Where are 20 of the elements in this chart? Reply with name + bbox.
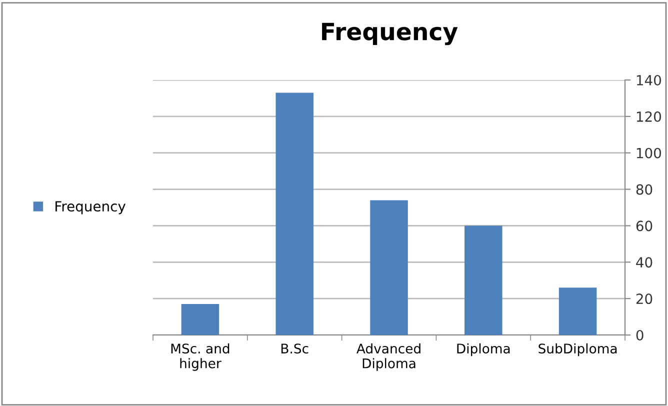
chart-title: Frequency xyxy=(322,22,458,46)
y-tick-label: 60 xyxy=(636,220,652,232)
x-tick-label: Diploma xyxy=(457,343,510,356)
bar xyxy=(181,304,220,335)
bar xyxy=(558,288,597,335)
y-tick-label: 120 xyxy=(636,111,662,122)
bar xyxy=(276,92,314,335)
x-tick-label: MSc. and higher xyxy=(171,343,230,371)
y-tick-label: 100 xyxy=(636,148,662,158)
legend-label: Frequency xyxy=(56,201,126,214)
y-tick-label: 40 xyxy=(636,257,652,268)
x-tick-label: SubDiploma xyxy=(538,343,617,356)
y-tick-label: 140 xyxy=(636,74,662,86)
x-tick-label: Advanced Diploma xyxy=(356,343,420,371)
bar xyxy=(464,226,502,335)
y-tick-label: 20 xyxy=(636,294,652,304)
x-tick-label: B.Sc xyxy=(281,344,308,354)
y-tick-label: 80 xyxy=(636,184,652,195)
bar xyxy=(370,200,408,335)
y-tick-label: 0 xyxy=(636,330,644,340)
